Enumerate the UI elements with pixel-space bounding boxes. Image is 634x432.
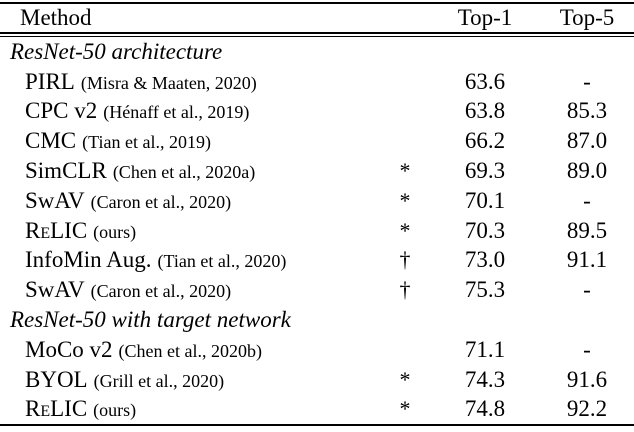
method-cell: MoCo v2 (Chen et al., 2020b) (0, 337, 385, 363)
header-method-label: Method (20, 5, 92, 30)
top1-cell: 70.1 (464, 187, 506, 213)
top5-cell: 87.0 (566, 128, 608, 154)
top5-cell: 85.3 (566, 98, 608, 124)
method-cell: SwAV (Caron et al., 2020) (0, 188, 385, 214)
top1-cell: 63.8 (464, 98, 506, 124)
section-title: ResNet-50 architecture (10, 38, 223, 64)
method-name: ReLIC (25, 396, 88, 422)
method-citation: (Chen et al., 2020b) (118, 340, 263, 361)
method-citation: (Caron et al., 2020) (90, 281, 232, 302)
top1-cell: 74.3 (464, 366, 506, 392)
top1-cell: 63.6 (464, 68, 506, 94)
table-row: SwAV (Caron et al., 2020) † 75.3 - (0, 275, 634, 305)
table-row: SimCLR (Chen et al., 2020a) * 69.3 89.0 (0, 156, 634, 186)
method-name: CMC (25, 128, 77, 154)
method-cell: ReLIC (ours) (0, 396, 385, 422)
table-row: CMC (Tian et al., 2019) 66.2 87.0 (0, 126, 634, 156)
top5-cell: 91.6 (566, 366, 608, 392)
top1-cell: 71.1 (464, 336, 506, 362)
top5-cell: 92.2 (566, 396, 608, 422)
header-double-rule (0, 32, 634, 37)
method-name: SwAV (25, 277, 85, 303)
top5-cell: 91.1 (566, 247, 608, 273)
header-top5: Top-5 (559, 5, 615, 30)
method-name: ReLIC (25, 217, 88, 243)
header-top1: Top-1 (457, 5, 513, 30)
table-row: InfoMin Aug. (Tian et al., 2020) † 73.0 … (0, 246, 634, 276)
top1-cell: 69.3 (464, 158, 506, 184)
table-row: BYOL (Grill et al., 2020) * 74.3 91.6 (0, 365, 634, 395)
table-row: SwAV (Caron et al., 2020) * 70.1 - (0, 186, 634, 216)
method-citation: (Tian et al., 2020) (157, 251, 287, 272)
marker-cell: † (399, 277, 411, 303)
top1-cell: 70.3 (464, 217, 506, 243)
top1-cell: 66.2 (464, 128, 506, 154)
top5-cell: - (583, 277, 591, 303)
table-row-relic: ReLIC (ours) * 70.3 89.5 (0, 216, 634, 246)
table-row: PIRL (Misra & Maaten, 2020) 63.6 - (0, 67, 634, 97)
top5-cell: - (583, 336, 591, 362)
section-header-resnet50: ResNet-50 architecture (0, 37, 634, 67)
marker-cell: * (399, 158, 411, 184)
top5-cell: 89.5 (566, 217, 608, 243)
table-top-rule (0, 2, 634, 4)
method-name: InfoMin Aug. (25, 247, 152, 273)
method-name: CPC v2 (25, 98, 98, 124)
top1-cell: 75.3 (464, 277, 506, 303)
table-row: CPC v2 (Hénaff et al., 2019) 63.8 85.3 (0, 97, 634, 127)
method-citation: (Grill et al., 2020) (93, 370, 225, 391)
method-citation: (Tian et al., 2019) (82, 132, 211, 153)
method-name: SwAV (25, 187, 85, 213)
method-citation: (Chen et al., 2020a) (112, 162, 256, 183)
method-cell: SimCLR (Chen et al., 2020a) (0, 158, 385, 184)
method-citation: (Caron et al., 2020) (90, 191, 232, 212)
table-row: MoCo v2 (Chen et al., 2020b) 71.1 - (0, 335, 634, 365)
method-name: BYOL (25, 366, 88, 392)
marker-cell: * (399, 187, 411, 213)
marker-cell: * (399, 366, 411, 392)
method-cell: BYOL (Grill et al., 2020) (0, 367, 385, 393)
table-header-row: Method Top-1 Top-5 (0, 4, 634, 32)
top5-cell: - (583, 68, 591, 94)
marker-cell: * (399, 217, 411, 243)
top5-cell: - (583, 187, 591, 213)
top1-cell: 73.0 (464, 247, 506, 273)
top5-cell: 89.0 (566, 158, 608, 184)
method-name: SimCLR (25, 158, 107, 184)
method-name: PIRL (25, 68, 75, 94)
method-cell: SwAV (Caron et al., 2020) (0, 277, 385, 303)
section-title: ResNet-50 with target network (10, 307, 291, 333)
method-cell: PIRL (Misra & Maaten, 2020) (0, 69, 385, 95)
method-cell: ReLIC (ours) (0, 218, 385, 244)
method-citation: (Hénaff et al., 2019) (103, 102, 250, 123)
table-bottom-rule (0, 424, 634, 427)
section-header-target-network: ResNet-50 with target network (0, 305, 634, 335)
method-citation: (ours) (93, 221, 137, 242)
marker-cell: † (399, 247, 411, 273)
method-cell: CPC v2 (Hénaff et al., 2019) (0, 98, 385, 124)
header-method: Method (0, 5, 385, 31)
top1-cell: 74.8 (464, 396, 506, 422)
table-row-relic: ReLIC (ours) * 74.8 92.2 (0, 395, 634, 425)
method-cell: CMC (Tian et al., 2019) (0, 128, 385, 154)
method-name: MoCo v2 (25, 336, 113, 362)
method-citation: (Misra & Maaten, 2020) (80, 72, 257, 93)
method-cell: InfoMin Aug. (Tian et al., 2020) (0, 247, 385, 273)
marker-cell: * (399, 396, 411, 422)
method-citation: (ours) (93, 400, 137, 421)
